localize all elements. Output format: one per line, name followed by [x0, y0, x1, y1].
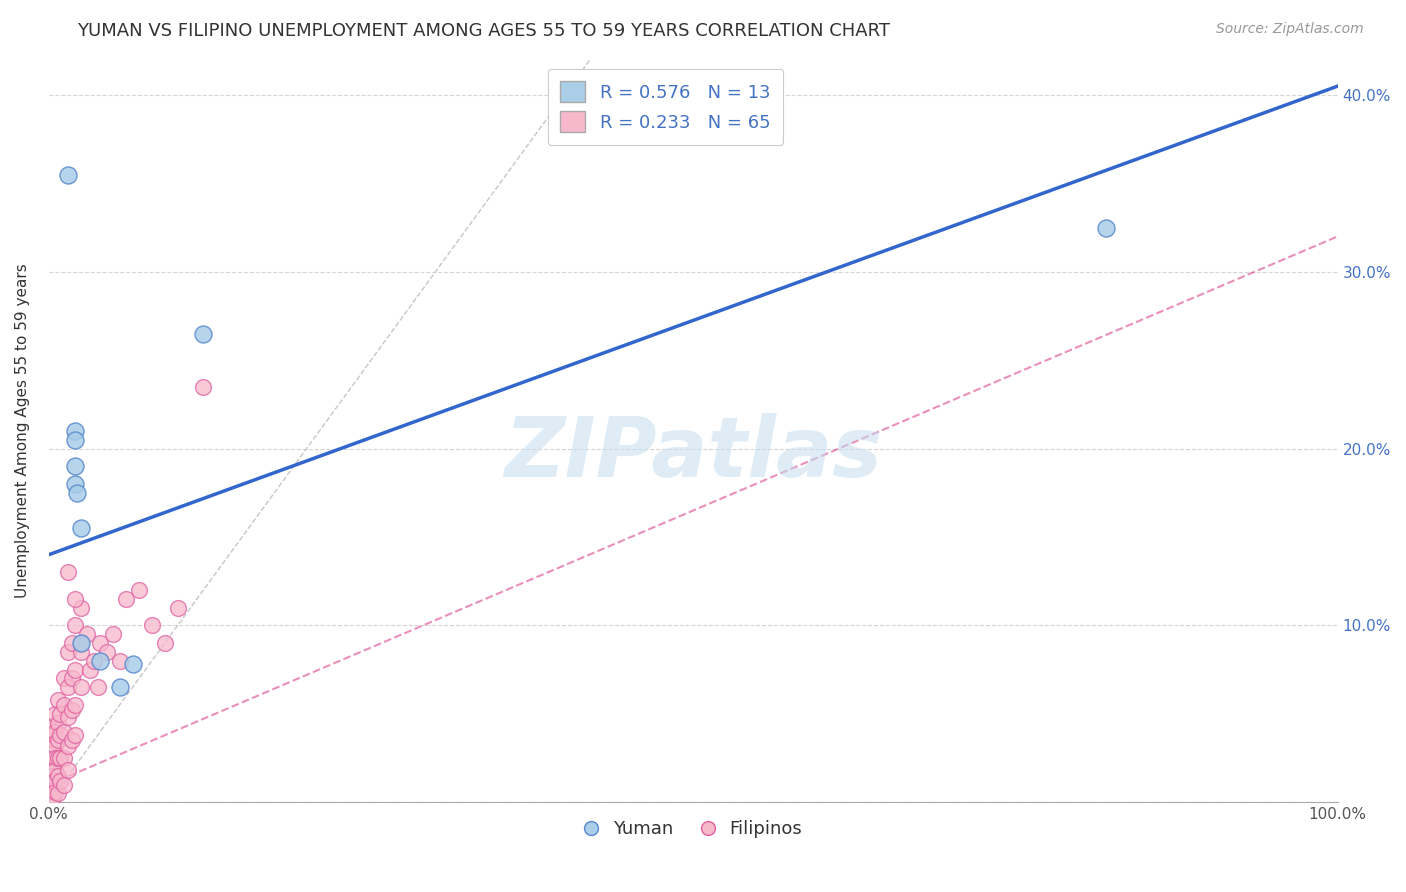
Point: [115, 591, 138, 606]
Point: [108, 654, 131, 668]
Point: [70, 600, 93, 615]
Point: [41, 764, 63, 778]
Point: [60, 672, 83, 686]
Point: [1094, 220, 1116, 235]
Point: [60, 636, 83, 650]
Point: [56, 764, 79, 778]
Point: [56, 566, 79, 580]
Point: [63, 424, 86, 438]
Point: [56, 710, 79, 724]
Point: [103, 627, 125, 641]
Point: [87, 681, 110, 695]
Point: [53, 672, 76, 686]
Point: [53, 751, 76, 765]
Text: Source: ZipAtlas.com: Source: ZipAtlas.com: [1216, 22, 1364, 37]
Text: YUMAN VS FILIPINO UNEMPLOYMENT AMONG AGES 55 TO 59 YEARS CORRELATION CHART: YUMAN VS FILIPINO UNEMPLOYMENT AMONG AGE…: [77, 22, 890, 40]
Point: [60, 703, 83, 717]
Point: [44, 739, 66, 753]
Point: [63, 618, 86, 632]
Point: [49, 774, 72, 789]
Point: [89, 636, 111, 650]
Point: [141, 618, 163, 632]
Point: [44, 724, 66, 739]
Point: [63, 477, 86, 491]
Point: [53, 724, 76, 739]
Point: [41, 783, 63, 797]
Point: [70, 636, 93, 650]
Point: [166, 600, 188, 615]
Point: [56, 168, 79, 182]
Point: [46, 786, 69, 800]
Point: [46, 733, 69, 747]
Point: [79, 663, 101, 677]
Point: [153, 636, 176, 650]
Point: [41, 756, 63, 771]
Point: [193, 326, 215, 341]
Point: [44, 764, 66, 778]
Point: [41, 769, 63, 783]
Point: [46, 751, 69, 765]
Point: [41, 737, 63, 751]
Point: [63, 591, 86, 606]
Point: [193, 380, 215, 394]
Point: [41, 746, 63, 760]
Point: [56, 681, 79, 695]
Text: ZIPatlas: ZIPatlas: [505, 413, 882, 493]
Point: [70, 521, 93, 535]
Point: [76, 627, 98, 641]
Point: [46, 769, 69, 783]
Point: [70, 681, 93, 695]
Point: [41, 789, 63, 804]
Point: [60, 733, 83, 747]
Point: [70, 645, 93, 659]
Point: [66, 485, 89, 500]
Point: [46, 715, 69, 730]
Point: [44, 785, 66, 799]
Point: [56, 645, 79, 659]
Point: [44, 751, 66, 765]
Point: [128, 583, 150, 598]
Point: [46, 692, 69, 706]
Point: [49, 751, 72, 765]
Point: [89, 654, 111, 668]
Point: [70, 636, 93, 650]
Point: [53, 778, 76, 792]
Point: [49, 706, 72, 721]
Point: [63, 433, 86, 447]
Point: [41, 778, 63, 792]
Point: [121, 657, 143, 672]
Point: [63, 728, 86, 742]
Point: [63, 459, 86, 474]
Point: [44, 774, 66, 789]
Point: [41, 728, 63, 742]
Point: [63, 698, 86, 712]
Point: [56, 739, 79, 753]
Point: [41, 719, 63, 733]
Point: [53, 698, 76, 712]
Point: [108, 681, 131, 695]
Point: [63, 663, 86, 677]
Y-axis label: Unemployment Among Ages 55 to 59 years: Unemployment Among Ages 55 to 59 years: [15, 263, 30, 599]
Point: [44, 706, 66, 721]
Point: [83, 654, 105, 668]
Point: [96, 645, 118, 659]
Point: [49, 728, 72, 742]
Legend: Yuman, Filipinos: Yuman, Filipinos: [576, 813, 810, 846]
